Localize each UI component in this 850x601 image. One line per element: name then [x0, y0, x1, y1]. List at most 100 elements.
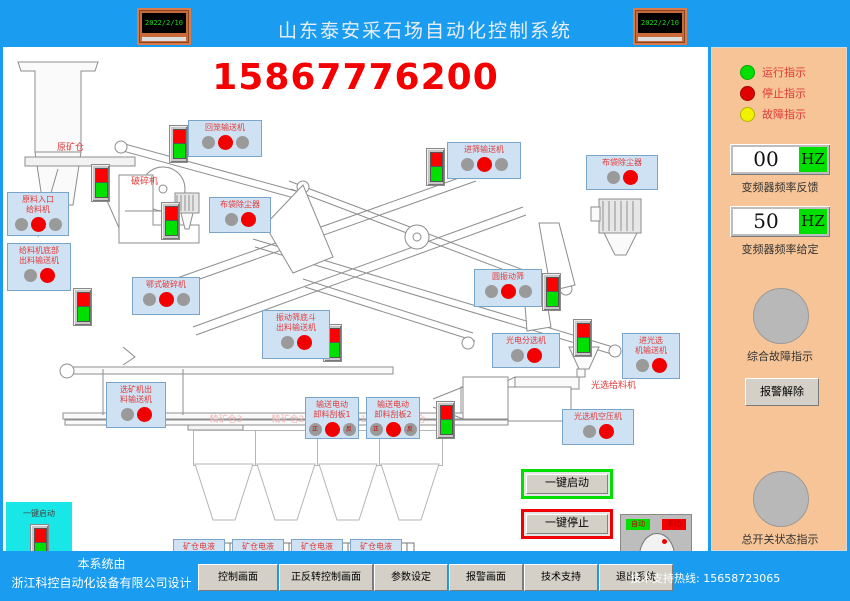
circular-vibrating-screen-button-row: [475, 284, 541, 299]
screen-feed-conveyor-button-3[interactable]: [494, 158, 508, 171]
bag-dust-collector-1-button-1[interactable]: [224, 213, 238, 226]
bag-dust-collector-2-button-1[interactable]: [606, 171, 620, 184]
screen-feed-conveyor-stop-button[interactable]: [476, 157, 492, 172]
optical-sorter-air-compressor-button-1[interactable]: [582, 425, 596, 438]
nav-exit-system[interactable]: 退出系统: [599, 564, 673, 591]
date-display-right: 2022/2/10: [633, 8, 687, 45]
circular-vibrating-screen-stop-button[interactable]: [500, 284, 516, 299]
stack-bottom-conveyor-green[interactable]: [77, 306, 90, 322]
raw-material-inlet-feeder-stop-button[interactable]: [30, 217, 46, 232]
stack-return-conveyor-green[interactable]: [173, 143, 186, 159]
nav-control-screen[interactable]: 控制画面: [198, 564, 278, 591]
bag-dust-collector-1-stop-button[interactable]: [240, 212, 256, 227]
conveyor-electric-unloading-scraper-1-stop-button[interactable]: [324, 422, 340, 437]
stack-return-conveyor[interactable]: [169, 125, 188, 163]
photoelectric-sorter-button-row: [493, 348, 559, 363]
stack-bottom-conveyor[interactable]: [73, 288, 92, 326]
panel-raw-material-inlet-feeder: 原料入口 给料机: [7, 192, 69, 236]
raw-material-inlet-feeder-button-1[interactable]: [14, 218, 28, 231]
conveyor-electric-unloading-scraper-2-reverse-text: 反: [406, 426, 413, 433]
optical-sorter-air-compressor-button-row: [563, 424, 633, 439]
manual-start-tower-lamp[interactable]: [30, 524, 49, 551]
contact-phone-number: 15867776200: [212, 57, 499, 98]
ore-dressing-discharge-conveyor-button-1[interactable]: [120, 408, 134, 421]
panel-screen-feed-conveyor: 进筛输送机: [447, 142, 521, 179]
jaw-crusher-stop-button[interactable]: [158, 292, 174, 307]
auto-manual-selector[interactable]: 自动 手动: [620, 514, 692, 551]
stack-sorter-feed-green[interactable]: [577, 337, 590, 353]
selector-auto-label[interactable]: 自动: [626, 519, 650, 530]
photoelectric-sorter-stop-button[interactable]: [526, 348, 542, 363]
stop-indicator-label: 停止指示: [762, 87, 806, 100]
return-cage-conveyor-button-3[interactable]: [235, 136, 249, 149]
jaw-crusher-button-3[interactable]: [176, 293, 190, 306]
nav-forward-reverse-control[interactable]: 正反转控制画面: [279, 564, 373, 591]
screen-feed-conveyor-button-row: [448, 157, 520, 172]
composite-fault-indicator: [753, 288, 809, 344]
photoelectric-sorter-button-1[interactable]: [510, 349, 524, 362]
manual-start-green-lamp[interactable]: [34, 542, 47, 551]
stack-circ-screen-green[interactable]: [546, 291, 559, 307]
return-cage-conveyor-button-1[interactable]: [201, 136, 215, 149]
optical-sorter-air-compressor-stop-button[interactable]: [598, 424, 614, 439]
nav-technical-support[interactable]: 技术支持: [524, 564, 598, 591]
feeder-bottom-discharge-conveyor-stop-button[interactable]: [39, 268, 55, 283]
stack-circ-screen[interactable]: [542, 273, 561, 311]
stack-scraper[interactable]: [436, 401, 455, 439]
panel-photoelectric-sorter: 光电分选机: [492, 333, 560, 368]
conveyor-electric-unloading-scraper-1-reverse-button[interactable]: 反: [342, 423, 356, 436]
stack-raw-feeder-green[interactable]: [95, 182, 108, 198]
bag-dust-collector-1-button-row: [210, 212, 270, 227]
vibrating-screen-hopper-discharge-conveyor-button-1[interactable]: [280, 336, 294, 349]
manual-start-station[interactable]: 一键启动 手动启动: [6, 502, 72, 551]
circular-vibrating-screen-button-1[interactable]: [484, 285, 498, 298]
vibrating-screen-hopper-discharge-conveyor-stop-button[interactable]: [296, 335, 312, 350]
one-key-start-button[interactable]: 一键启动: [521, 469, 613, 499]
stack-scraper-green[interactable]: [440, 419, 453, 435]
conveyor-electric-unloading-scraper-1-forward-button[interactable]: 正: [308, 423, 322, 436]
conveyor-electric-unloading-scraper-2-stop-button[interactable]: [385, 422, 401, 437]
stack-sorter-feed[interactable]: [573, 319, 592, 357]
ore-bin-hydraulic-flat-valve-4-label: 矿仓电液平板阀4: [360, 542, 392, 551]
selector-knob[interactable]: [639, 533, 675, 551]
circular-vibrating-screen-button-3[interactable]: [518, 285, 532, 298]
bag-dust-collector-2-stop-button[interactable]: [622, 170, 638, 185]
stack-raw-feeder[interactable]: [91, 164, 110, 202]
stop-indicator-lamp: [740, 85, 755, 101]
one-key-stop-button[interactable]: 一键停止: [521, 509, 613, 539]
optical-sorter-feed-conveyor-stop-button[interactable]: [651, 358, 667, 373]
run-indicator-label: 运行指示: [762, 66, 806, 79]
screen-feed-conveyor-button-1[interactable]: [460, 158, 474, 171]
nav-alarm-screen[interactable]: 报警画面: [449, 564, 523, 591]
conveyor-electric-unloading-scraper-1-label: 输送电动 卸料刮板1: [313, 400, 351, 419]
footer-bar: 本系统由 浙江科控自动化设备有限公司设计 控制画面 正反转控制画面 参数设定 报警画面…: [0, 551, 850, 601]
raw-material-inlet-feeder-button-3[interactable]: [48, 218, 62, 231]
feeder-bottom-discharge-conveyor-button-1[interactable]: [23, 269, 37, 282]
panel-optical-sorter-feed-conveyor: 进光选 机输送机: [622, 333, 680, 379]
panel-bag-dust-collector-1: 布袋除尘器: [209, 197, 271, 233]
return-cage-conveyor-label: 回笼输送机: [205, 123, 245, 132]
return-cage-conveyor-stop-button[interactable]: [217, 135, 233, 150]
company-credit: 本系统由 浙江科控自动化设备有限公司设计: [4, 555, 199, 593]
optical-sorter-feed-conveyor-button-1[interactable]: [635, 359, 649, 372]
panel-feeder-bottom-discharge-conveyor: 给料机底部 出料输送机: [7, 243, 71, 291]
optical-sorter-feed-conveyor-button-row: [623, 358, 679, 373]
stack-crusher[interactable]: [161, 202, 180, 240]
ore-dressing-discharge-conveyor-stop-button[interactable]: [136, 407, 152, 422]
stack-crusher-green[interactable]: [165, 220, 178, 236]
frequency-feedback-value: 00: [733, 147, 799, 172]
frequency-feedback-unit: HZ: [799, 147, 827, 172]
frequency-setpoint-value[interactable]: 50: [733, 209, 799, 234]
stack-screen-feed-green[interactable]: [430, 166, 443, 182]
alarm-reset-button[interactable]: 报警解除: [745, 378, 819, 406]
nav-parameter-setting[interactable]: 参数设定: [374, 564, 448, 591]
date-display-left: 2022/2/10: [137, 8, 191, 45]
conveyor-electric-unloading-scraper-2-forward-button[interactable]: 正: [369, 423, 383, 436]
selector-manual-label[interactable]: 手动: [662, 519, 686, 530]
jaw-crusher-button-1[interactable]: [142, 293, 156, 306]
stack-screen-feed[interactable]: [426, 148, 445, 186]
bag-dust-collector-1-label: 布袋除尘器: [220, 200, 260, 209]
conveyor-electric-unloading-scraper-2-reverse-button[interactable]: 反: [403, 423, 417, 436]
frequency-setpoint-display[interactable]: 50 HZ: [730, 206, 830, 237]
